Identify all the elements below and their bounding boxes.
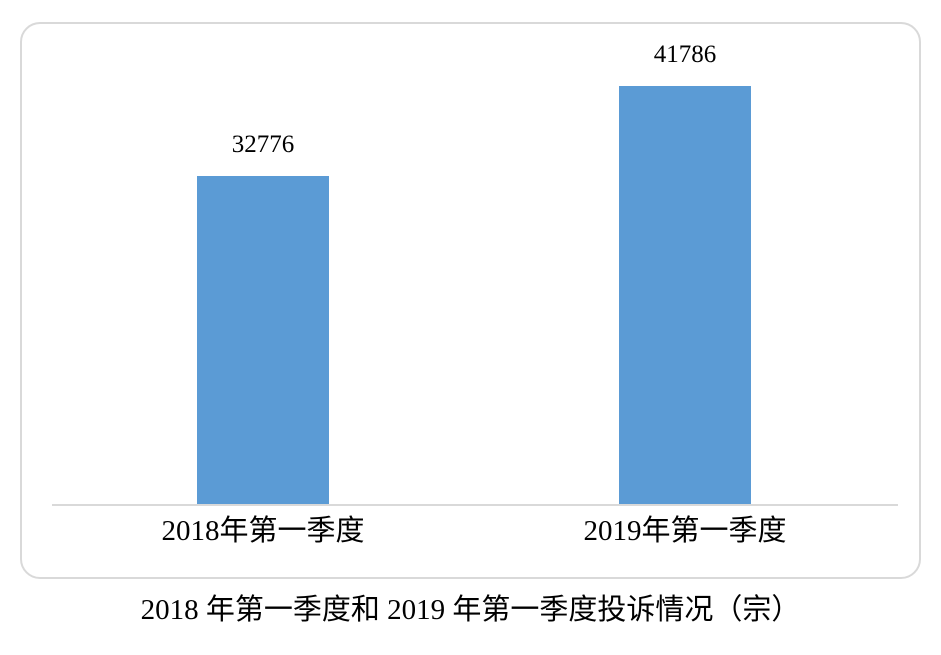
chart-title: 2018 年第一季度和 2019 年第一季度投诉情况（宗）	[140, 594, 801, 626]
chart-frame: 32776 41786 2018年第一季度 2019年第一季度	[20, 22, 921, 579]
bar-2018-q1	[197, 176, 329, 504]
bar-2019-q1	[619, 86, 751, 504]
bar-group-2019-q1: 41786	[619, 41, 751, 504]
bar-group-2018-q1: 32776	[197, 131, 329, 504]
data-label-2019-q1: 41786	[653, 40, 717, 68]
x-axis-line	[52, 504, 898, 506]
x-tick-label-2019-q1: 2019年第一季度	[583, 515, 787, 547]
data-label-2018-q1: 32776	[231, 130, 295, 158]
x-tick-label-2018-q1: 2018年第一季度	[161, 515, 365, 547]
